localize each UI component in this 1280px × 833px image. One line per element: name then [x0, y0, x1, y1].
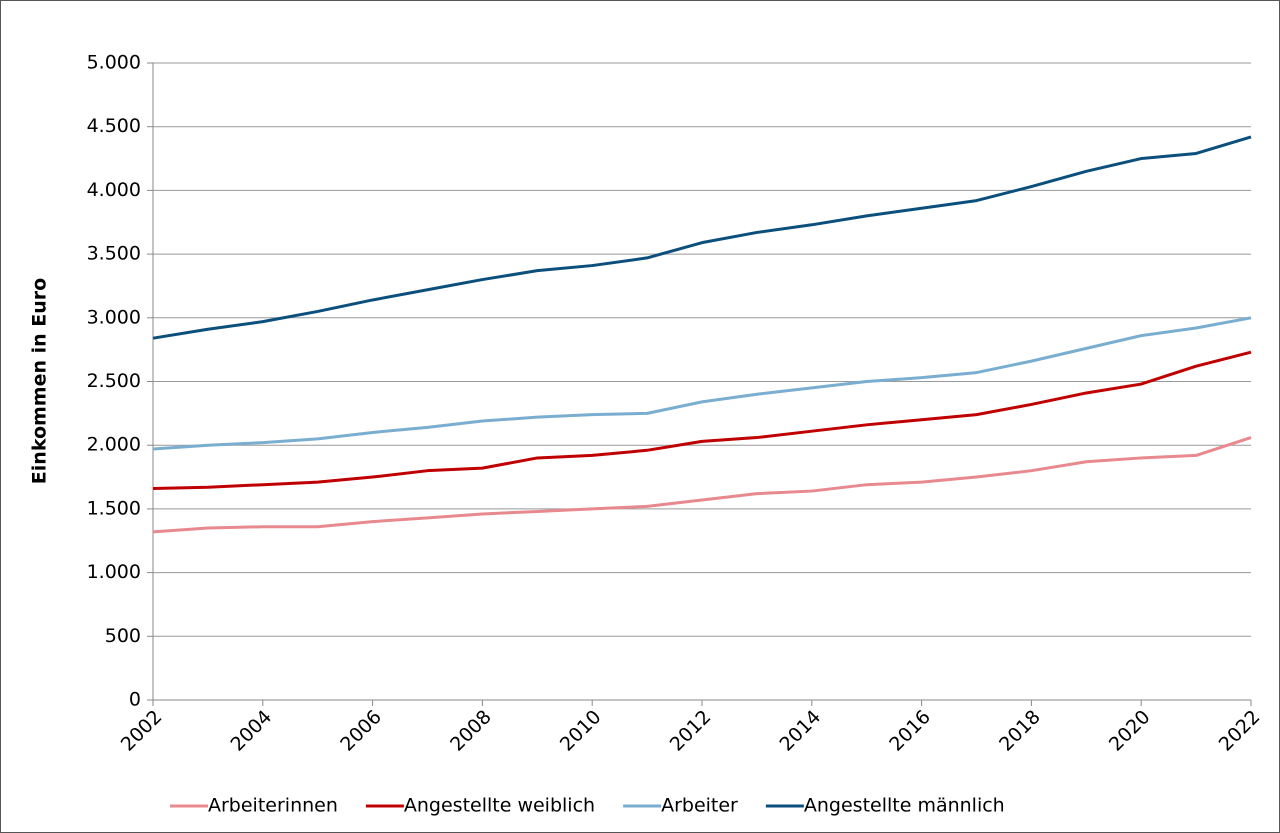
- y-tick-label: 2.000: [87, 434, 141, 456]
- y-tick-label: 2.500: [87, 370, 141, 392]
- series-line: [152, 350, 1252, 491]
- y-tick-label: 3.500: [87, 243, 141, 265]
- y-tick-label: 4.000: [87, 179, 141, 201]
- series-line: [152, 316, 1252, 451]
- y-tick-label: 1.000: [87, 561, 141, 583]
- y-tick-label: 4.500: [87, 115, 141, 137]
- y-axis-label: Einkommen in Euro: [29, 278, 51, 484]
- y-tick-label: 5.000: [87, 52, 141, 74]
- legend-label: Angestellte männlich: [804, 795, 1005, 817]
- y-tick-label: 0: [129, 689, 141, 711]
- y-tick-label: 1.500: [87, 497, 141, 519]
- series-line: [152, 436, 1252, 534]
- legend-label: Angestellte weiblich: [404, 795, 595, 817]
- legend-label: Arbeiter: [661, 795, 738, 817]
- legend-label: Arbeiterinnen: [208, 795, 338, 817]
- y-tick-label: 3.000: [87, 306, 141, 328]
- y-tick-label: 500: [105, 625, 141, 647]
- series-line: [152, 135, 1252, 340]
